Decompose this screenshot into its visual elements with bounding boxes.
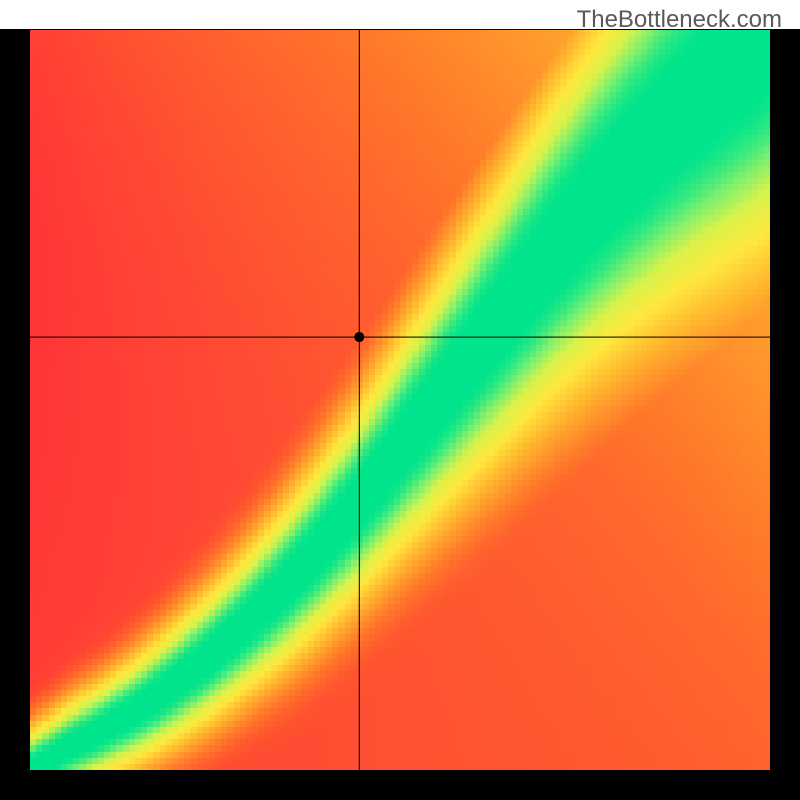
bottleneck-heatmap [0,0,800,800]
chart-container: { "watermark": { "text": "TheBottleneck.… [0,0,800,800]
watermark-text: TheBottleneck.com [577,6,782,34]
